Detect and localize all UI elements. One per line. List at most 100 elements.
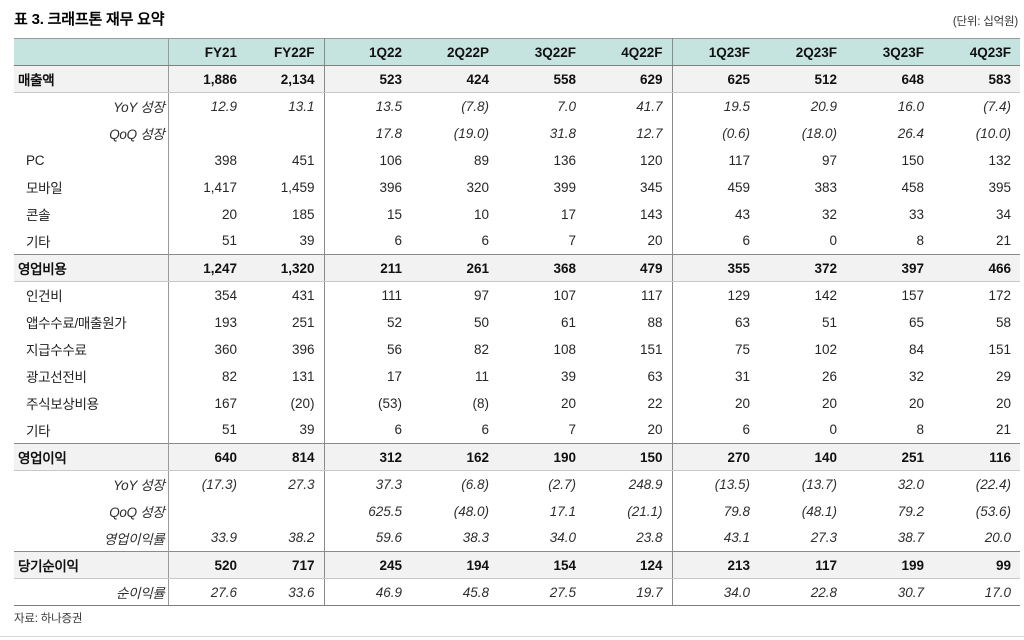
cell: 30.7 (846, 578, 933, 606)
cell: 6 (323, 227, 411, 255)
row-label: 앱수수료/매출원가 (26, 316, 127, 331)
column-header: 1Q23F (671, 38, 759, 66)
cell: 20 (671, 389, 759, 417)
table-row: 인건비 354 431 111 97 107 117 129 142 157 172 (14, 281, 1020, 309)
cell: 32.0 (897, 476, 924, 492)
cell: (48.1) (801, 503, 837, 519)
cell: 117 (671, 146, 759, 174)
row-label: 모바일 (26, 181, 63, 196)
cell: (53) (323, 389, 411, 417)
cell: 23.8 (636, 530, 663, 546)
cell: 8 (916, 233, 924, 249)
cell: (13.7) (801, 476, 837, 492)
cell: 7.0 (557, 98, 576, 114)
cell: 17 (560, 206, 576, 222)
cell: 8 (916, 422, 924, 438)
cell: 16.0 (897, 98, 924, 114)
table-row: 지급수수료 360 396 56 82 108 151 75 102 84 151 (14, 335, 1020, 363)
cell: 399 (553, 179, 576, 195)
cell: 355 (671, 254, 759, 282)
cell: 34 (995, 206, 1011, 222)
source-note: 자료: 하나증권 (14, 613, 83, 625)
cell: 27.3 (288, 476, 315, 492)
cell: 520 (167, 551, 246, 579)
cell: 37.3 (323, 470, 411, 498)
cell: 97 (473, 287, 489, 303)
cell: 261 (411, 254, 498, 282)
row-label: 매출액 (14, 65, 168, 93)
table-row: QoQ 성장 625.5 (48.0) 17.1 (21.1) 79.8 (48.1) 79.… (14, 497, 1020, 525)
table-row: 기타 51 39 6 6 7 20 6 0 8 21 (14, 416, 1020, 444)
table-row: 매출액 1,886 2,134 523 424 558 629 625 512 648 583 (14, 65, 1020, 93)
table-row: 영업이익 640 814 312 162 190 150 270 140 251 116 (14, 443, 1020, 471)
cell: 154 (498, 551, 585, 579)
cell: 107 (553, 287, 576, 303)
cell: 63 (671, 308, 759, 336)
cell: 39 (299, 422, 315, 438)
cell: 162 (411, 443, 498, 471)
title-bar: 표 3. 크래프톤 재무 요약 (단위: 십억원) (14, 8, 1020, 29)
column-header: 2Q22P (411, 38, 498, 66)
cell: (53.6) (975, 503, 1011, 519)
row-label: YoY 성장 (113, 100, 165, 116)
row-label: YoY 성장 (113, 478, 165, 494)
row-label: 당기순이익 (14, 551, 168, 579)
cell: 6 (481, 422, 489, 438)
table-head: FY21 FY22F 1Q22 2Q22P 3Q22F 4Q22F 1Q23F 2Q23F 3Q… (14, 38, 1020, 66)
cell: 6 (323, 416, 411, 444)
cell: 27.5 (498, 578, 585, 606)
cell: (6.8) (461, 476, 489, 492)
cell: 372 (759, 254, 846, 282)
cell: 136 (553, 152, 576, 168)
cell: 1,886 (167, 65, 246, 93)
cell: 199 (846, 551, 933, 579)
cell: 312 (323, 443, 411, 471)
cell: 75 (671, 335, 759, 363)
cell: 459 (671, 173, 759, 201)
cell: 129 (671, 281, 759, 309)
cell: 629 (585, 65, 672, 93)
cell: 151 (639, 341, 663, 357)
cell: 20 (560, 395, 576, 411)
cell: 111 (323, 281, 411, 309)
cell: 38.7 (897, 530, 924, 546)
table-row: 영업이익률 33.9 38.2 59.6 38.3 34.0 23.8 43.1 27.3 38.… (14, 524, 1020, 552)
cell: (18.0) (801, 125, 837, 141)
cell: 512 (759, 65, 846, 93)
table-row: YoY 성장 (17.3) 27.3 37.3 (6.8) (2.7) 248.9 (13.5… (14, 470, 1020, 498)
cell: 45.8 (411, 578, 498, 606)
cell: (8) (472, 395, 490, 411)
cell: 13.1 (288, 98, 315, 114)
cell: 124 (585, 551, 672, 579)
cell: 12.9 (167, 92, 246, 120)
cell: 31.8 (549, 125, 576, 141)
cell: 185 (291, 206, 315, 222)
cell: 33 (908, 206, 924, 222)
cell: 27.3 (810, 530, 837, 546)
cell: 116 (933, 443, 1020, 471)
cell: 22.8 (759, 578, 846, 606)
cell: 117 (759, 551, 846, 579)
row-label: 콘솔 (26, 208, 51, 223)
cell: 383 (814, 179, 837, 195)
cell: 34.0 (549, 530, 576, 546)
cell: 17.0 (933, 578, 1020, 606)
row-label: 인건비 (26, 289, 63, 305)
cell: 558 (498, 65, 585, 93)
cell: 270 (671, 443, 759, 471)
cell: 51 (167, 416, 246, 444)
cell: 251 (846, 443, 933, 471)
table-row: 당기순이익 520 717 245 194 154 124 213 117 199 99 (14, 551, 1020, 579)
cell: 33.9 (167, 524, 246, 552)
cell: 27.6 (167, 578, 246, 606)
cell: 17.1 (549, 503, 576, 519)
table-row: 영업비용 1,247 1,320 211 261 368 479 355 372 397 466 (14, 254, 1020, 282)
cell: 213 (671, 551, 759, 579)
cell: 20.0 (984, 530, 1011, 546)
cell: 61 (560, 314, 576, 330)
cell: 17.8 (323, 119, 411, 147)
cell: 15 (323, 200, 411, 228)
column-header: 3Q23F (846, 38, 933, 66)
table-row: 모바일 1,417 1,459 396 320 399 345 459 383 458 395 (14, 173, 1020, 201)
table-row: PC 398 451 106 89 136 120 117 97 150 132 (14, 146, 1020, 174)
